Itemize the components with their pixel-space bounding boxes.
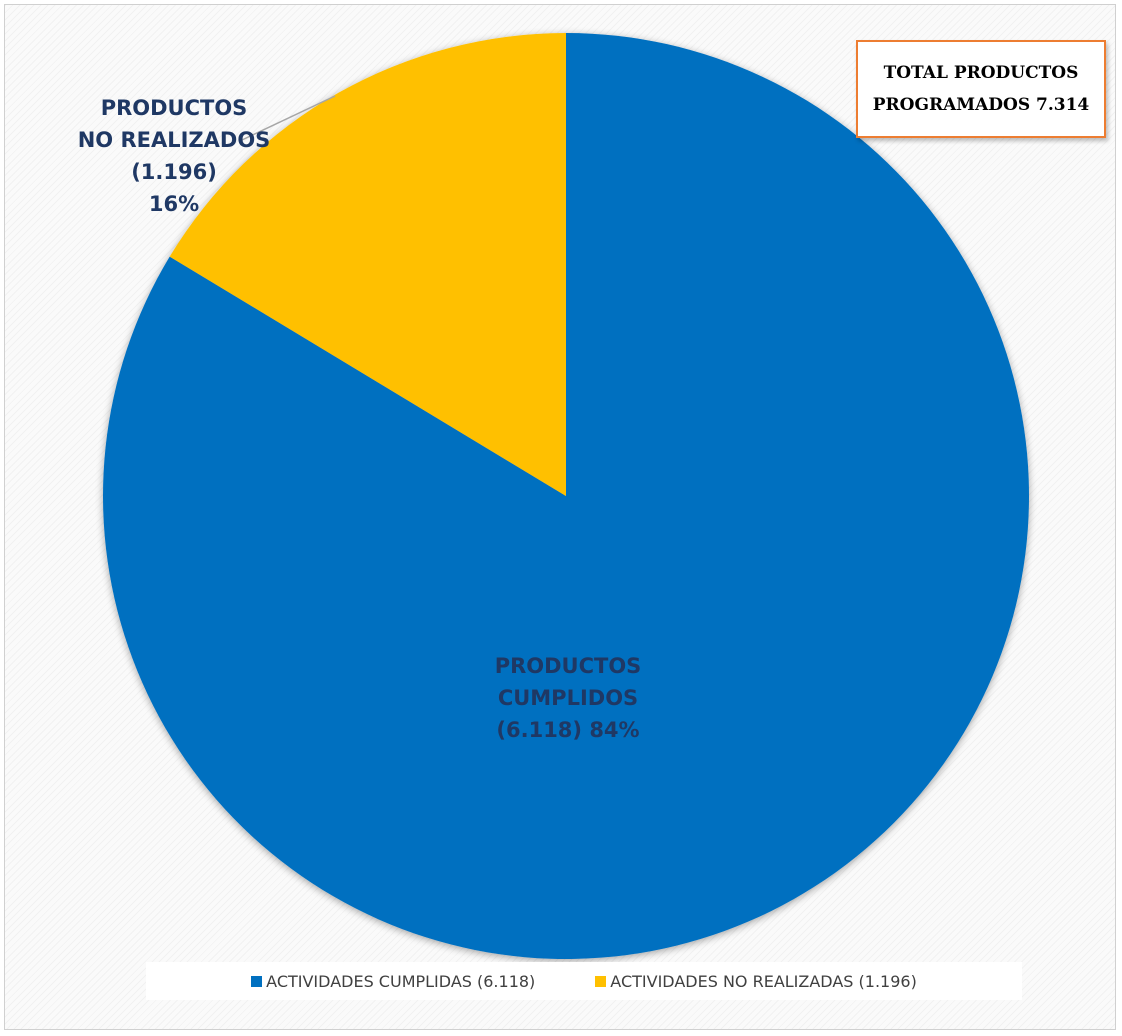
pie-slice-no-realizados <box>169 33 566 496</box>
label-line: PRODUCTOS <box>100 96 248 120</box>
legend-item-no-realizadas: ACTIVIDADES NO REALIZADAS (1.196) <box>595 972 917 991</box>
pie-slice-cumplidos <box>102 33 1030 959</box>
legend: ACTIVIDADES CUMPLIDAS (6.118) ACTIVIDADE… <box>146 962 1022 1000</box>
total-products-box: TOTAL PRODUCTOS PROGRAMADOS 7.314 <box>856 40 1106 138</box>
legend-item-cumplidas: ACTIVIDADES CUMPLIDAS (6.118) <box>251 972 535 991</box>
label-line: 16% <box>148 192 200 216</box>
legend-swatch-yellow <box>595 975 607 987</box>
legend-label: ACTIVIDADES NO REALIZADAS (1.196) <box>610 971 917 991</box>
label-line: NO REALIZADOS <box>77 128 271 152</box>
slice-label-cumplidos: PRODUCTOS CUMPLIDOS (6.118) 84% <box>468 650 668 746</box>
total-label-line1: TOTAL PRODUCTOS <box>883 63 1079 83</box>
slice-label-no-realizados: PRODUCTOS NO REALIZADOS (1.196) 16% <box>56 92 292 220</box>
total-label-line2: PROGRAMADOS 7.314 <box>872 95 1090 115</box>
label-line: (1.196) <box>131 160 217 184</box>
legend-label: ACTIVIDADES CUMPLIDAS (6.118) <box>266 971 536 991</box>
label-line: (6.118) 84% <box>496 718 640 742</box>
label-line: PRODUCTOS <box>494 654 642 678</box>
legend-swatch-blue <box>251 975 263 987</box>
label-line: CUMPLIDOS <box>497 686 639 710</box>
leader-line <box>241 95 336 141</box>
